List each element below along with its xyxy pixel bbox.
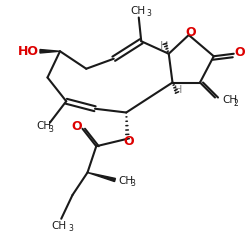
Text: CH: CH [222, 95, 237, 105]
Text: O: O [234, 46, 244, 59]
Polygon shape [40, 50, 60, 53]
Text: CH: CH [36, 121, 52, 131]
Text: O: O [72, 120, 82, 133]
Text: 3: 3 [146, 9, 151, 18]
Text: 3: 3 [130, 179, 135, 188]
Text: CH: CH [118, 176, 133, 186]
Text: CH: CH [130, 6, 145, 16]
Text: 3: 3 [48, 125, 53, 134]
Text: O: O [124, 135, 134, 148]
Text: H: H [160, 41, 168, 51]
Text: 2: 2 [233, 98, 238, 108]
Text: H: H [174, 85, 182, 95]
Text: HO: HO [18, 45, 39, 58]
Text: CH: CH [52, 221, 67, 231]
Text: 3: 3 [68, 224, 73, 233]
Polygon shape [88, 172, 116, 182]
Text: O: O [186, 26, 196, 40]
